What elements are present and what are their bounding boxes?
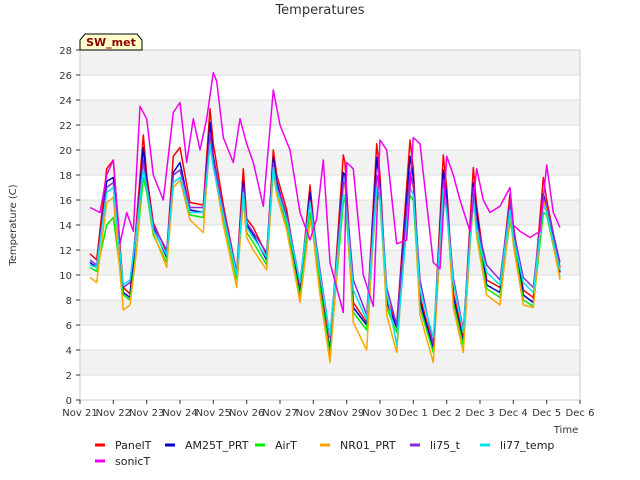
x-tick-label: Nov 26 [229, 408, 264, 419]
y-tick-label: 2 [66, 371, 72, 382]
legend-label-AM25T_PRT: AM25T_PRT [185, 439, 249, 452]
y-axis-label: Temperature (C) [8, 184, 19, 266]
y-tick-label: 16 [59, 196, 72, 207]
x-tick-label: Nov 29 [329, 408, 364, 419]
x-tick-label: Dec 5 [532, 408, 561, 419]
legend-label-li75_t: li75_t [430, 439, 461, 452]
grid-band [80, 125, 580, 150]
series-line-li77_temp [89, 144, 561, 346]
series-layer [89, 71, 561, 364]
y-tick-label: 24 [59, 96, 72, 107]
series-line-sonicT [89, 71, 561, 314]
site-badge-text: SW_met [86, 36, 136, 49]
y-tick-label: 0 [66, 396, 72, 407]
x-tick-label: Dec 2 [432, 408, 461, 419]
x-tick-label: Nov 25 [196, 408, 231, 419]
y-tick-label: 4 [66, 346, 72, 357]
grid-band [80, 375, 580, 400]
grid-band [80, 200, 580, 225]
x-tick-label: Dec 1 [399, 408, 428, 419]
x-tick-label: Nov 24 [162, 408, 197, 419]
x-tick-label: Nov 21 [62, 408, 97, 419]
x-tick-label: Nov 30 [362, 408, 397, 419]
y-tick-label: 6 [66, 321, 72, 332]
chart-title: Temperatures [274, 3, 364, 18]
grid-band [80, 100, 580, 125]
plot-background-bands [80, 49, 580, 401]
x-tick-label: Nov 27 [262, 408, 297, 419]
legend-label-li77_temp: li77_temp [500, 439, 554, 452]
y-tick-label: 14 [59, 221, 72, 232]
grid-band [80, 150, 580, 175]
x-tick-label: Nov 23 [129, 408, 164, 419]
y-tick-label: 20 [59, 146, 72, 157]
grid-band [80, 75, 580, 100]
x-axis-label: Time [553, 425, 578, 436]
grid-band [80, 50, 580, 75]
y-tick-label: 8 [66, 296, 72, 307]
legend-label-NR01_PRT: NR01_PRT [340, 439, 396, 452]
x-tick-label: Nov 22 [96, 408, 131, 419]
legend-label-AirT: AirT [275, 439, 297, 452]
y-tick-label: 10 [59, 271, 72, 282]
legend: PanelT AM25T_PRT AirT NR01_PRT li75_t li77_te… [95, 439, 554, 468]
grid-band [80, 300, 580, 325]
x-tick-label: Nov 28 [296, 408, 331, 419]
legend-label-PanelT: PanelT [115, 439, 152, 452]
y-tick-label: 26 [59, 71, 72, 82]
site-badge: SW_met [79, 33, 143, 51]
grid-band [80, 275, 580, 300]
y-tick-label: 12 [59, 246, 72, 257]
y-tick-label: 18 [59, 171, 72, 182]
site-badge-box [79, 33, 143, 51]
y-tick-label: 28 [59, 46, 72, 57]
x-tick-label: Dec 4 [499, 408, 528, 419]
legend-label-sonicT: sonicT [115, 455, 151, 468]
y-tick-label: 22 [59, 121, 72, 132]
x-tick-label: Dec 3 [466, 408, 495, 419]
x-tick-label: Dec 6 [566, 408, 595, 419]
